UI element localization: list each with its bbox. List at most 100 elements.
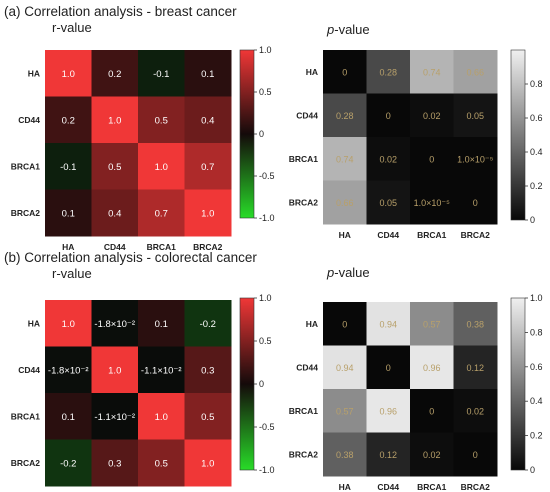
row-label: BRCA2: [289, 449, 319, 459]
col-label: HA: [62, 242, 74, 252]
heatmap-cell: [366, 93, 411, 138]
cell-value-label: 0: [386, 111, 391, 121]
heatmap-cell: [184, 96, 232, 144]
cell-value-label: 0.05: [379, 198, 397, 208]
cell-value-label: 1.0: [62, 69, 75, 80]
heatmap-cell: [138, 300, 185, 347]
heatmap-cell: [366, 180, 411, 225]
cell-value-label: 0.5: [201, 412, 214, 423]
col-label: HA: [339, 482, 351, 492]
row-label: BRCA1: [289, 406, 319, 416]
cell-value-label: 0.94: [336, 363, 354, 373]
col-label: BRCA1: [147, 242, 177, 252]
heatmap-cell: [410, 432, 454, 477]
row-label: BRCA1: [289, 154, 319, 164]
cell-value-label: 0.05: [466, 111, 484, 121]
cell-value-label: 0: [386, 363, 391, 373]
col-label: HA: [339, 230, 351, 240]
heatmap-cell: [453, 137, 498, 181]
col-label: CD44: [377, 482, 399, 492]
cell-value-label: 0.96: [379, 406, 397, 416]
colorbar-tick-label: 0: [259, 129, 264, 139]
heatmap-cell: [323, 137, 367, 181]
panel-b-p-title: p-value: [326, 265, 370, 280]
heatmap-cell: [410, 137, 454, 181]
cell-value-label: 0.66: [466, 67, 484, 77]
heatmap-cell: [138, 393, 185, 440]
heatmap-cell: [45, 393, 92, 440]
cell-value-label: 0: [342, 67, 347, 77]
heatmap-cell: [410, 50, 454, 94]
heatmap-cell: [453, 432, 498, 477]
colorbar-tick-label: 1.0: [530, 293, 543, 303]
row-label: BRCA1: [11, 161, 41, 171]
cell-value-label: 0.66: [336, 198, 354, 208]
heatmap-b-p-value: 0 0.94 0.57 0.38 0.94 0 0.96 0.12 0.57 0.96 0 0.02 0…: [289, 293, 543, 492]
cell-value-label: 0.2: [62, 115, 75, 126]
cell-value-label: 0.74: [336, 154, 354, 164]
colorbar-tick-label: 0.2: [530, 181, 543, 191]
cell-value-label: 0.2: [108, 69, 121, 80]
colorbar-tick-label: 0.5: [259, 87, 272, 97]
cell-value-label: 0.02: [379, 154, 397, 164]
cell-value-label: 1.0×10⁻⁵: [457, 154, 494, 164]
heatmap-cell: [91, 50, 139, 97]
heatmap-cell: [453, 302, 498, 346]
cell-value-label: 0.7: [201, 162, 214, 173]
heatmap-cell: [453, 345, 498, 390]
cell-value-label: 1.0: [201, 208, 214, 219]
heatmap-cell: [184, 346, 232, 394]
row-label: HA: [28, 68, 40, 78]
row-label: BRCA2: [11, 208, 41, 218]
col-label: BRCA1: [417, 230, 447, 240]
heatmap-b-r-value: 1.0 -1.8×10⁻² 0.1 -0.2 -1.8×10⁻² 1.0 -1.1×10⁻²…: [11, 293, 275, 487]
col-label: BRCA2: [193, 242, 223, 252]
cell-value-label: -1.8×10⁻²: [48, 365, 89, 376]
heatmap-cell: [366, 432, 411, 477]
heatmap-cell: [366, 302, 411, 346]
cell-value-label: -1.8×10⁻²: [94, 319, 135, 330]
cell-value-label: 0.4: [108, 208, 121, 219]
heatmap-cell: [45, 300, 92, 347]
heatmap-cell: [323, 345, 367, 390]
row-label: CD44: [18, 365, 40, 375]
colorbar-tick-label: 0: [530, 215, 535, 225]
heatmap-cell: [91, 393, 139, 440]
col-label: CD44: [104, 242, 126, 252]
row-label: BRCA1: [11, 411, 41, 421]
cell-value-label: 0.96: [423, 363, 441, 373]
heatmap-cell: [138, 143, 185, 190]
cell-value-label: 0.57: [423, 319, 441, 329]
colorbar-tick-label: 0.8: [530, 79, 543, 89]
heatmap-cell: [410, 389, 454, 433]
row-label: CD44: [18, 115, 40, 125]
panel-b-title: (b) Correlation analysis - colorectal ca…: [4, 250, 257, 265]
heatmap-cell: [91, 300, 139, 347]
cell-value-label: -0.2: [60, 458, 76, 469]
heatmap-cell: [138, 439, 185, 487]
heatmap-cell: [45, 50, 92, 97]
colorbar-tick-label: 0: [259, 379, 264, 389]
heatmap-cell: [410, 93, 454, 138]
cell-value-label: 0.94: [379, 319, 397, 329]
cell-value-label: 0.28: [379, 67, 397, 77]
cell-value-label: 1.0: [155, 162, 168, 173]
heatmap-cell: [138, 346, 185, 394]
panel-a-title: (a) Correlation analysis - breast cancer: [4, 4, 237, 19]
heatmap-cell: [91, 439, 139, 487]
colorbar-tick-label: -1.0: [259, 465, 275, 475]
heatmap-a-r-value: 1.0 0.2 -0.1 0.1 0.2 1.0 0.5 0.4 -0.1 0.5 1.0 0.7 0.…: [11, 45, 275, 252]
heatmap-cell: [91, 346, 139, 394]
colorbar: [510, 297, 526, 471]
heatmap-cell: [366, 389, 411, 433]
heatmaps-group: 1.0 0.2 -0.1 0.1 0.2 1.0 0.5 0.4 -0.1 0.5 1.0 0.7 0.…: [11, 45, 543, 492]
cell-value-label: -0.2: [200, 319, 216, 330]
heatmap-cell: [453, 50, 498, 94]
cell-value-label: 0: [429, 154, 434, 164]
heatmap-cell: [138, 189, 185, 237]
heatmap-cell: [366, 50, 411, 94]
heatmap-cell: [323, 302, 367, 346]
cell-value-label: 0.12: [466, 363, 484, 373]
cell-value-label: 0.38: [466, 319, 484, 329]
